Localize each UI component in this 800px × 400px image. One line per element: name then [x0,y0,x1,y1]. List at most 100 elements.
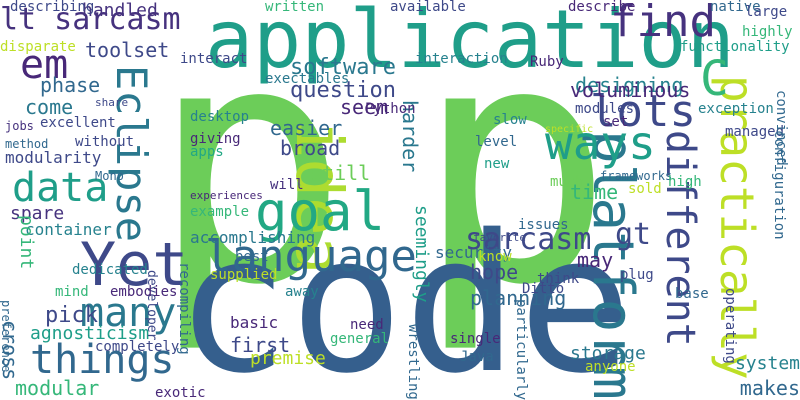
word-level-81: level [475,134,518,150]
word-dedicated-106: dedicated [72,262,148,278]
word-container-38: container [25,220,112,239]
word-things-18: things [30,337,175,383]
word-high-93: high [668,174,702,190]
word-plug-103: plug [620,267,654,283]
word-modular-43: modular [15,376,100,400]
word-p-0: p [150,0,349,357]
word-modules-83: modules [575,101,635,117]
word-available-59: available [390,0,466,15]
word-frameworks-90: frameworks [600,169,673,183]
word-describing-57: describing [10,0,95,15]
word-issues-99: issues [518,217,569,233]
word-example-97: example [190,204,250,220]
word-method-74: method [5,137,49,151]
word-modularity-36: modularity [5,148,102,167]
word-embodies-110: embodies [110,284,178,300]
word-c-12: C [700,51,729,107]
word-describe-60: describe [568,0,636,15]
word-makes-53: makes [739,376,800,400]
word-single-117: single [450,331,501,347]
word-premise-50: premise [250,348,326,369]
word-share-70: share [95,96,129,109]
word-language-9: language [205,231,417,282]
word-phase-34: phase [40,73,101,97]
word-em-16: em [20,42,69,88]
word-functionality-64: functionality [680,39,790,55]
word-think-102: think [537,271,580,287]
word-security-55: security [435,243,513,262]
word-system-54: system [734,353,800,374]
word-p-1: p [415,0,614,357]
word-will-94: will [270,177,304,193]
word-giving-77: giving [190,131,241,147]
word-large-62: large [745,4,788,20]
word-eclipse-6: Eclipse [107,65,156,243]
word-specific-85: specific [545,124,594,135]
word-exception-86: exception [698,101,774,117]
word-agnosticism-41: agnosticism [30,323,150,344]
word-highly-63: highly [742,24,793,40]
word-yet-10: Yet [80,230,189,300]
word-anyone-120: anyone [585,359,636,375]
word-easier-26: easier [270,116,343,140]
word-code-2: code [175,194,633,400]
word-planning-48: planning [470,286,567,310]
word-apps-78: apps [190,144,224,160]
word-general-116: general [330,331,390,347]
word-first-49: first [230,333,291,357]
word-need-115: need [350,317,384,333]
word-set-84: set [603,114,629,130]
word-managed-87: managed [725,124,785,140]
word-ditto-112: Ditto [522,281,565,297]
word-interaction-67: interaction [415,51,508,67]
word-wrestling-121: wrestling [405,324,421,400]
word-exectables-69: exectables [265,71,350,87]
word-favorite-100: favorite [473,231,526,244]
word-completely-114: completely [95,339,180,355]
word-interact-66: interact [180,51,248,67]
word-seemingly-45: seemingly [411,205,432,303]
word-lt-sarcasm-22: lt sarcasm [0,2,181,37]
word-sarcasm-20: sarcasm [465,222,592,257]
word-desktop-71: desktop [190,109,250,125]
word-excellent-73: excellent [40,115,116,131]
word-still-28: still [310,161,371,185]
word-may-46: may [577,248,614,272]
word-question-24: question [290,78,396,103]
word-supplied-107: supplied [210,267,278,283]
word-accomplishing-44: accomplishing [190,228,316,247]
word-gt-21: gt [615,217,652,252]
word-jobs-72: jobs [5,119,34,133]
word-without-75: without [75,134,135,150]
word-mind-109: mind [55,284,89,300]
word-ways-14: ways [545,116,656,170]
word-ruby-68: Ruby [530,54,564,70]
word-basic-51: basic [230,313,279,332]
word-hope-47: hope [470,260,519,284]
word-much-91: much [550,174,584,190]
word-operating-113: operating [722,288,738,364]
word-java-118: Java [460,349,494,365]
word-best-98: best [235,249,269,265]
word-application-3: application [205,0,735,86]
word-handled-56: handled [82,0,158,21]
word-written-58: written [265,0,325,15]
word-python-79: Python [365,101,416,117]
word-toolset-33: toolset [85,38,170,62]
word-experiences-95: experiences [190,189,263,202]
word-storage-52: storage [570,343,646,364]
word-know-101: know [478,249,512,265]
word-different-8: different [657,130,703,347]
word-slow-80: slow [493,112,527,128]
word-preference-105: preference [0,300,13,373]
word-data-17: data [12,165,109,211]
word-point-39: point [16,215,37,270]
word-base-104: base [675,286,709,302]
word-find-15: find [610,0,716,47]
word-native-61: native [710,0,761,15]
word-lots-13: lots [590,86,696,137]
word-broad-27: broad [280,136,341,160]
word-come-35: come [25,95,74,119]
word-pick-40: pick [45,303,98,328]
